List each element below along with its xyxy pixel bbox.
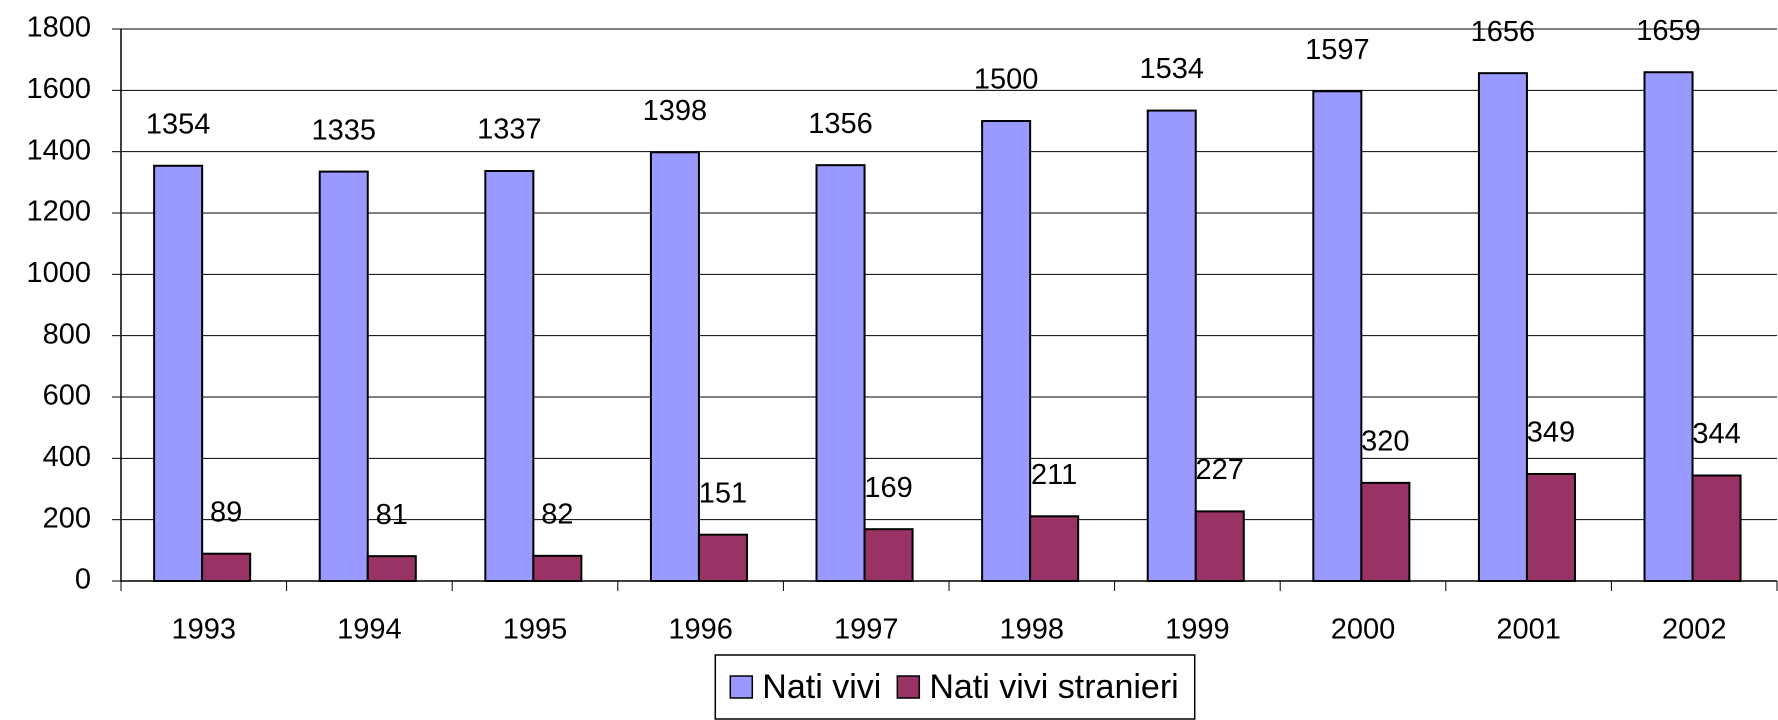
bar (484, 169, 535, 582)
bar (1360, 481, 1411, 582)
bar (649, 151, 700, 582)
x-tick-label: 1998 (1000, 614, 1065, 646)
bar (153, 164, 204, 582)
value-label: 1337 (477, 114, 542, 146)
value-label: 1335 (311, 114, 376, 146)
y-tick-label: 600 (43, 380, 91, 412)
x-tick-label: 1993 (172, 614, 237, 646)
legend: Nati vivi Nati vivi stranieri (714, 654, 1196, 720)
bar (1194, 510, 1245, 582)
value-label: 82 (541, 499, 573, 531)
bar (1312, 90, 1363, 583)
bar (366, 555, 417, 582)
value-label: 227 (1196, 454, 1244, 486)
x-tick-label: 1994 (337, 614, 402, 646)
legend-text: Nati vivi stranieri (929, 668, 1178, 706)
bar (981, 120, 1032, 582)
x-tick-label: 1997 (834, 614, 899, 646)
bar (201, 552, 252, 582)
x-tick-label: 1996 (668, 614, 733, 646)
value-label: 1659 (1636, 15, 1701, 47)
value-label: 320 (1361, 426, 1409, 458)
x-tick-label: 2001 (1496, 614, 1561, 646)
value-label: 89 (210, 496, 242, 528)
value-label: 1354 (146, 108, 211, 140)
y-tick-label: 1800 (26, 12, 91, 44)
bar (1691, 474, 1742, 582)
x-tick-label: 1999 (1165, 614, 1230, 646)
legend-swatch (896, 675, 921, 699)
value-label: 1500 (974, 64, 1039, 96)
bar (1643, 71, 1694, 583)
x-tick-label: 2002 (1662, 614, 1727, 646)
y-tick-label: 1400 (26, 134, 91, 166)
value-label: 81 (376, 499, 408, 531)
bar (1525, 472, 1576, 582)
value-label: 1356 (808, 108, 873, 140)
bar (1029, 515, 1080, 582)
y-tick-label: 1200 (26, 196, 91, 228)
legend-box (714, 654, 1196, 720)
bar (1146, 109, 1197, 582)
y-tick-label: 200 (43, 502, 91, 534)
y-tick-label: 0 (75, 564, 91, 596)
value-label: 1534 (1139, 53, 1204, 85)
legend-swatch (729, 675, 754, 699)
bar (532, 554, 583, 582)
bar (1477, 72, 1528, 582)
value-label: 211 (1031, 459, 1077, 491)
bar (863, 528, 914, 583)
x-tick-label: 2000 (1331, 614, 1396, 646)
y-tick-label: 800 (43, 318, 91, 350)
bar (318, 170, 369, 582)
bar (815, 164, 866, 582)
y-tick-label: 1600 (26, 73, 91, 105)
value-label: 169 (864, 472, 912, 504)
x-tick-label: 1995 (503, 614, 568, 646)
value-label: 151 (699, 477, 747, 509)
value-label: 344 (1692, 418, 1740, 450)
value-label: 1398 (643, 95, 708, 127)
value-label: 1656 (1471, 16, 1536, 48)
y-tick-label: 1000 (26, 257, 91, 289)
bar (697, 533, 748, 583)
y-tick-label: 400 (43, 441, 91, 473)
value-label: 1597 (1305, 34, 1370, 66)
value-label: 349 (1527, 417, 1575, 449)
legend-text: Nati vivi (762, 668, 881, 706)
